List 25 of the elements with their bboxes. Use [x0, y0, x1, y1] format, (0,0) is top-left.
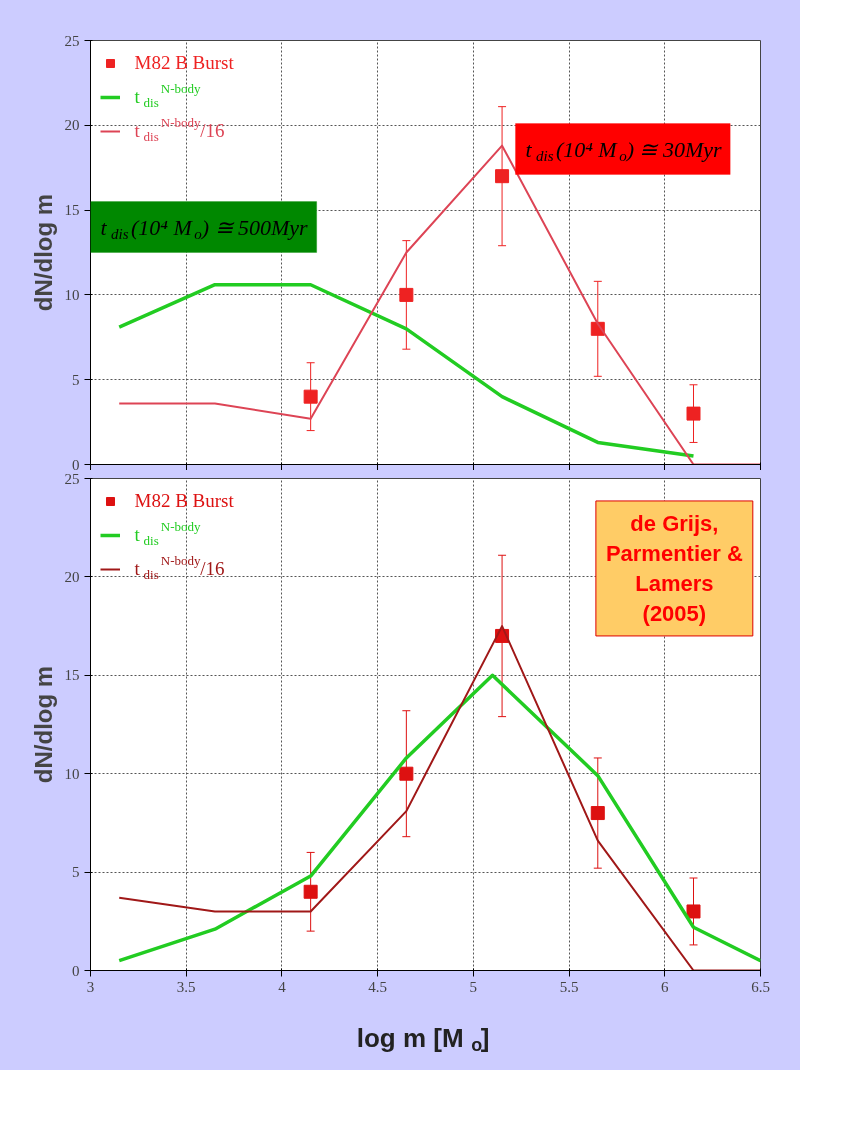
legend-label: M82 B Burst: [134, 52, 235, 73]
x-tick-label: 3: [86, 978, 95, 995]
annotation: de Grijs, Parmentier & Lamers (2005): [605, 510, 743, 626]
x-tick-label: 5.5: [559, 978, 579, 995]
y-tick-label: 5: [72, 371, 80, 388]
x-tick-label: 3.5: [176, 978, 196, 995]
x-tick-label: 5: [469, 978, 478, 995]
legend-label: M82 B Burst: [134, 490, 235, 511]
x-tick-label: 4: [278, 978, 287, 995]
y-tick-label: 0: [72, 962, 80, 979]
y-axis-title: dN/dlog m: [29, 665, 57, 784]
y-tick-label: 0: [72, 456, 80, 473]
y-tick-label: 20: [64, 568, 80, 585]
y-tick-label: 15: [64, 202, 80, 219]
y-tick-label: 10: [64, 286, 80, 303]
y-tick-label: 25: [64, 470, 80, 487]
x-tick-label: 4.5: [368, 978, 388, 995]
x-tick-label: 6: [661, 978, 670, 995]
y-tick-label: 5: [72, 864, 80, 881]
y-axis-title: dN/dlog m: [29, 193, 57, 312]
y-tick-label: 15: [64, 667, 80, 684]
y-tick-label: 20: [64, 117, 80, 134]
x-tick-label: 6.5: [751, 978, 770, 995]
y-tick-label: 10: [64, 765, 80, 782]
y-tick-label: 25: [64, 32, 80, 49]
